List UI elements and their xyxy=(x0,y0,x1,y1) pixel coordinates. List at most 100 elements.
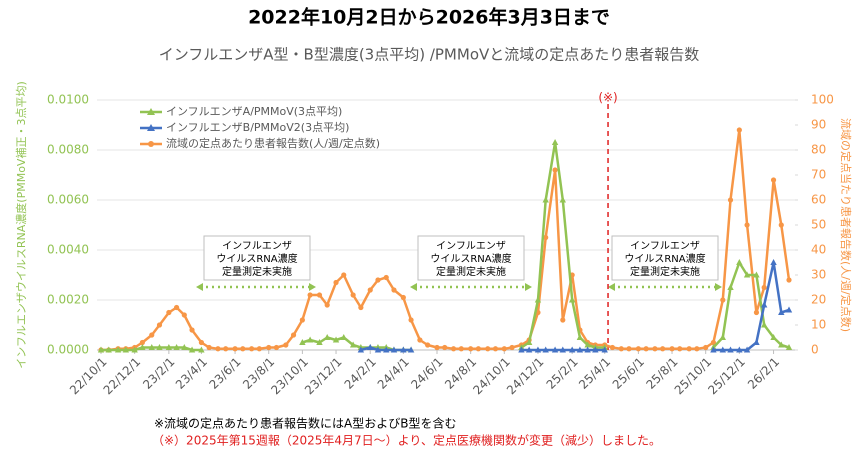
point xyxy=(677,346,683,352)
point xyxy=(694,346,700,352)
point xyxy=(736,127,742,133)
y2-tick-label: 70 xyxy=(811,168,826,182)
y2-tick-label: 20 xyxy=(811,293,826,307)
x-tick-label: 23/12/1 xyxy=(302,355,345,398)
point xyxy=(770,177,777,183)
point xyxy=(534,296,542,303)
x-tick-label: 23/6/1 xyxy=(206,355,243,392)
point xyxy=(609,344,616,351)
point xyxy=(390,346,398,353)
point xyxy=(198,339,205,346)
x-tick-label: 23/2/1 xyxy=(140,355,177,392)
point xyxy=(181,312,187,318)
x-tick-label: 22/12/1 xyxy=(101,355,144,398)
point xyxy=(148,344,155,350)
point xyxy=(256,346,262,352)
point xyxy=(525,339,533,345)
point xyxy=(501,346,507,352)
point xyxy=(542,196,549,203)
point xyxy=(492,346,499,352)
annotation-text: ウイルスRNA濃度 xyxy=(430,252,511,265)
point xyxy=(375,277,381,283)
point xyxy=(618,346,624,352)
annotation-box xyxy=(611,235,719,281)
point xyxy=(299,317,305,323)
y-tick-label: 0.0000 xyxy=(47,343,89,357)
point xyxy=(105,346,112,353)
y2-tick-label: 30 xyxy=(811,268,826,282)
annotation-text: 定量測定未実施 xyxy=(222,265,292,278)
point xyxy=(173,344,180,350)
point xyxy=(744,222,750,228)
point xyxy=(458,346,464,352)
point xyxy=(719,334,726,340)
point xyxy=(434,344,440,351)
annotation-text: インフルエンザ xyxy=(436,240,506,252)
annotation-text: ウイルスRNA濃度 xyxy=(216,252,297,265)
point xyxy=(333,279,339,286)
y2-tick-label: 60 xyxy=(811,193,826,207)
point xyxy=(601,346,608,353)
point xyxy=(324,302,330,308)
point xyxy=(778,222,784,228)
point xyxy=(468,346,474,352)
x-tick-label: 23/4/1 xyxy=(173,355,210,392)
footnote: ※流域の定点あたり患者報告数にはA型およびB型を含む xyxy=(154,416,457,431)
legend-label: インフルエンザB/PMMoV2(3点平均) xyxy=(166,121,349,134)
point xyxy=(249,346,255,352)
y2-tick-label: 80 xyxy=(811,143,826,157)
point xyxy=(736,259,743,265)
y-tick-label: 0.0060 xyxy=(47,193,89,207)
point xyxy=(357,346,365,353)
point xyxy=(719,346,726,353)
point xyxy=(736,346,743,353)
x-tick-label: 25/2/1 xyxy=(544,355,581,392)
point xyxy=(770,334,777,340)
point xyxy=(340,334,347,340)
point xyxy=(407,346,415,353)
arrow-heads xyxy=(196,283,722,291)
point xyxy=(760,321,768,328)
point xyxy=(743,346,751,353)
point xyxy=(341,272,347,278)
point xyxy=(770,259,777,265)
point xyxy=(559,346,566,353)
arrow-head xyxy=(715,283,722,291)
point xyxy=(559,196,566,203)
point xyxy=(408,317,414,323)
point xyxy=(727,284,734,290)
point xyxy=(383,346,390,353)
point xyxy=(332,336,340,343)
point xyxy=(442,344,448,351)
point xyxy=(576,346,584,353)
point xyxy=(290,332,297,338)
y2-tick-label: 0 xyxy=(811,343,819,357)
point xyxy=(720,297,726,303)
y-tick-label: 0.0020 xyxy=(47,293,89,307)
point xyxy=(727,197,734,203)
arrow-head xyxy=(196,283,203,291)
annotation-text: インフルエンザ xyxy=(222,240,292,252)
point xyxy=(316,292,323,298)
point xyxy=(518,346,525,353)
point xyxy=(753,309,760,316)
point xyxy=(778,309,785,315)
point xyxy=(223,346,229,352)
point xyxy=(551,139,559,145)
point xyxy=(568,346,576,353)
point xyxy=(761,284,767,291)
point xyxy=(307,292,313,298)
point xyxy=(584,346,591,353)
point xyxy=(525,346,533,353)
point xyxy=(122,346,130,353)
point xyxy=(660,346,666,352)
point xyxy=(635,346,641,352)
footnote: （※）2025年第15週報（2025年4月7日～）より、定点医療機関数が変更（減… xyxy=(152,433,661,448)
point xyxy=(131,346,138,353)
point xyxy=(534,346,542,353)
point xyxy=(703,344,709,351)
x-tick-label: 25/6/1 xyxy=(610,355,647,392)
point xyxy=(785,344,793,350)
point xyxy=(350,292,356,298)
